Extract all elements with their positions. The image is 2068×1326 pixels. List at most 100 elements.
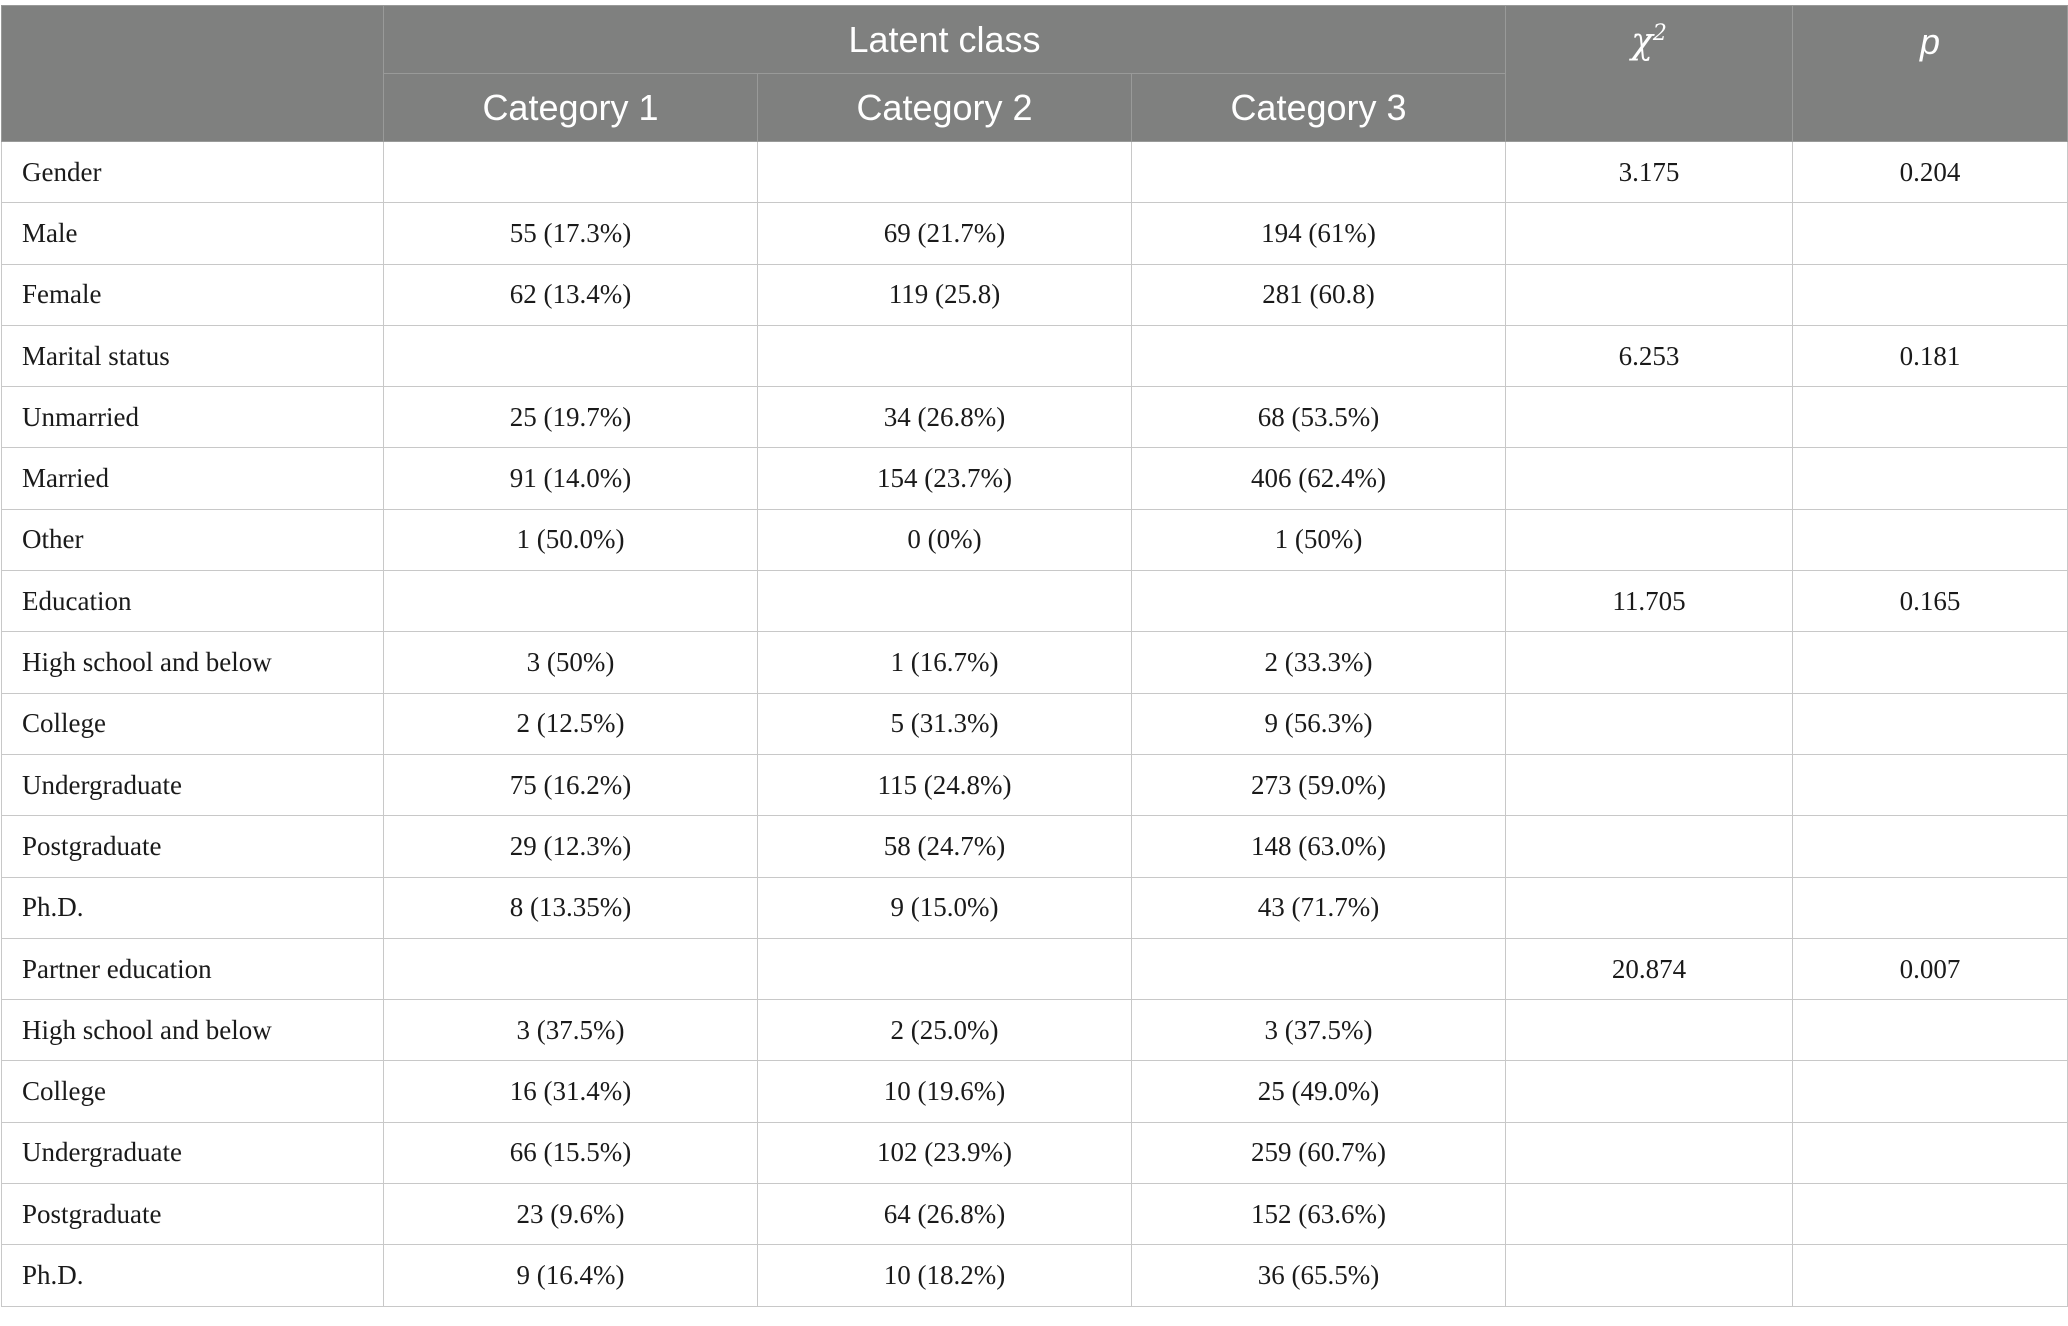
- cell-p-value: 0.204: [1792, 140, 2068, 204]
- cell-p-value: [1792, 202, 2068, 265]
- cell-category-1: 16 (31.4%): [383, 1060, 758, 1123]
- cell-chi-square: [1505, 753, 1793, 817]
- cell-category-2: 10 (19.6%): [757, 1060, 1132, 1123]
- header-chi-square: χ2: [1505, 5, 1793, 142]
- cell-category-2: 1 (16.7%): [757, 631, 1132, 694]
- cell-chi-square: [1505, 202, 1793, 265]
- cell-category-1: 29 (12.3%): [383, 815, 758, 878]
- cell-chi-square: 3.175: [1505, 140, 1793, 204]
- cell-category-3: 43 (71.7%): [1131, 876, 1506, 939]
- cell-category-1: 62 (13.4%): [383, 263, 758, 326]
- cell-p-value: [1792, 631, 2068, 694]
- cell-p-value: [1792, 1060, 2068, 1123]
- cell-category-3: 3 (37.5%): [1131, 999, 1506, 1062]
- cell-p-value: [1792, 1121, 2068, 1185]
- cell-category-2: 2 (25.0%): [757, 999, 1132, 1062]
- cell-p-value: [1792, 508, 2068, 572]
- cell-chi-square: [1505, 1060, 1793, 1123]
- data-table: Latent class χ2 p Category 1 Category 2 …: [1, 5, 2068, 1307]
- cell-chi-square: [1505, 386, 1793, 449]
- cell-category-3: 68 (53.5%): [1131, 386, 1506, 449]
- row-label: Gender: [1, 140, 384, 204]
- cell-category-1: 23 (9.6%): [383, 1183, 758, 1246]
- header-empty-cell: [1, 5, 384, 142]
- cell-category-1: [383, 324, 758, 388]
- cell-category-2: 115 (24.8%): [757, 753, 1132, 817]
- cell-category-3: 194 (61%): [1131, 202, 1506, 265]
- cell-category-3: [1131, 937, 1506, 1001]
- cell-category-1: 8 (13.35%): [383, 876, 758, 939]
- cell-category-3: 273 (59.0%): [1131, 753, 1506, 817]
- cell-category-2: [757, 570, 1132, 633]
- cell-category-2: 119 (25.8): [757, 263, 1132, 326]
- cell-chi-square: [1505, 631, 1793, 694]
- row-label: Postgraduate: [1, 815, 384, 878]
- table-row: High school and below 3 (37.5%) 2 (25.0%) 3…: [1, 999, 2068, 1062]
- cell-category-2: 9 (15.0%): [757, 876, 1132, 939]
- table-row: Undergraduate 75 (16.2%) 115 (24.8%) 273 (5…: [1, 753, 2068, 817]
- cell-chi-square: 11.705: [1505, 570, 1793, 633]
- cell-category-2: 34 (26.8%): [757, 386, 1132, 449]
- table-row: College 2 (12.5%) 5 (31.3%) 9 (56.3%): [1, 692, 2068, 755]
- row-label: Ph.D.: [1, 876, 384, 939]
- cell-category-1: 3 (37.5%): [383, 999, 758, 1062]
- table-row: Ph.D. 9 (16.4%) 10 (18.2%) 36 (65.5%): [1, 1244, 2068, 1307]
- cell-category-1: 91 (14.0%): [383, 447, 758, 510]
- cell-chi-square: [1505, 447, 1793, 510]
- table-body: Gender 3.175 0.204 Male 55 (17.3%) 69 (21.7%)…: [1, 140, 2068, 1307]
- cell-chi-square: [1505, 999, 1793, 1062]
- table-row: Postgraduate 29 (12.3%) 58 (24.7%) 148 (63.…: [1, 815, 2068, 878]
- row-label: Education: [1, 570, 384, 633]
- header-category-1: Category 1: [383, 73, 758, 142]
- cell-p-value: 0.181: [1792, 324, 2068, 388]
- table-row: Male 55 (17.3%) 69 (21.7%) 194 (61%): [1, 202, 2068, 265]
- cell-category-3: 152 (63.6%): [1131, 1183, 1506, 1246]
- cell-category-1: 1 (50.0%): [383, 508, 758, 572]
- cell-category-3: [1131, 140, 1506, 204]
- cell-category-2: 5 (31.3%): [757, 692, 1132, 755]
- cell-category-2: [757, 140, 1132, 204]
- cell-category-1: 75 (16.2%): [383, 753, 758, 817]
- cell-p-value: [1792, 753, 2068, 817]
- cell-category-3: 406 (62.4%): [1131, 447, 1506, 510]
- cell-chi-square: [1505, 1121, 1793, 1185]
- row-label: High school and below: [1, 631, 384, 694]
- row-label: Unmarried: [1, 386, 384, 449]
- table-row: College 16 (31.4%) 10 (19.6%) 25 (49.0%): [1, 1060, 2068, 1123]
- cell-category-1: 9 (16.4%): [383, 1244, 758, 1307]
- cell-category-1: 3 (50%): [383, 631, 758, 694]
- row-label: Other: [1, 508, 384, 572]
- cell-category-1: 25 (19.7%): [383, 386, 758, 449]
- cell-category-2: 102 (23.9%): [757, 1121, 1132, 1185]
- row-label: Male: [1, 202, 384, 265]
- cell-category-2: 69 (21.7%): [757, 202, 1132, 265]
- row-label: High school and below: [1, 999, 384, 1062]
- chi-symbol: χ: [1631, 21, 1653, 62]
- cell-p-value: [1792, 815, 2068, 878]
- header-category-2: Category 2: [757, 73, 1132, 142]
- cell-chi-square: [1505, 876, 1793, 939]
- cell-category-1: [383, 937, 758, 1001]
- row-label: Undergraduate: [1, 1121, 384, 1185]
- cell-category-1: [383, 140, 758, 204]
- cell-p-value: [1792, 876, 2068, 939]
- row-label: Undergraduate: [1, 753, 384, 817]
- table-row: Female 62 (13.4%) 119 (25.8) 281 (60.8): [1, 263, 2068, 326]
- cell-chi-square: [1505, 263, 1793, 326]
- header-row-2: Category 1 Category 2 Category 3: [2, 73, 2068, 142]
- cell-chi-square: 6.253: [1505, 324, 1793, 388]
- cell-p-value: [1792, 1183, 2068, 1246]
- table-row: Postgraduate 23 (9.6%) 64 (26.8%) 152 (63.6…: [1, 1183, 2068, 1246]
- cell-category-3: 9 (56.3%): [1131, 692, 1506, 755]
- cell-p-value: [1792, 386, 2068, 449]
- cell-chi-square: 20.874: [1505, 937, 1793, 1001]
- row-label: Married: [1, 447, 384, 510]
- cell-p-value: [1792, 1244, 2068, 1307]
- cell-p-value: [1792, 263, 2068, 326]
- row-label: College: [1, 1060, 384, 1123]
- cell-chi-square: [1505, 815, 1793, 878]
- cell-chi-square: [1505, 508, 1793, 572]
- cell-category-3: 36 (65.5%): [1131, 1244, 1506, 1307]
- cell-p-value: [1792, 447, 2068, 510]
- header-p-value: p: [1792, 5, 2068, 142]
